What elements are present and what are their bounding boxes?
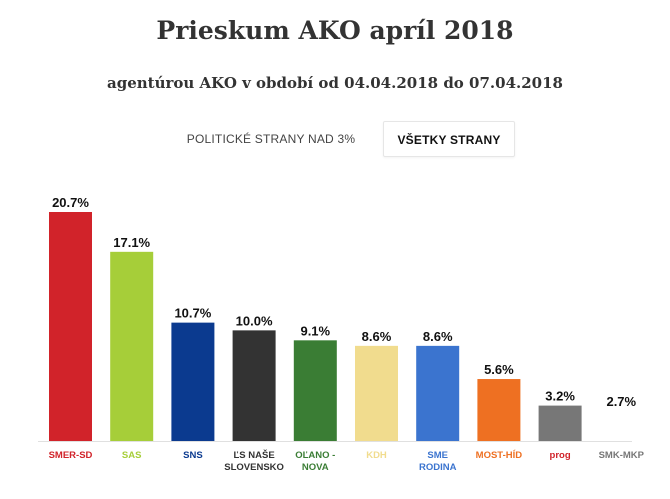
bar-6[interactable] bbox=[416, 345, 460, 441]
tab-parties-over-3-percent[interactable]: POLITICKÉ STRANY NAD 3% bbox=[186, 132, 356, 146]
bar-0[interactable] bbox=[49, 212, 92, 441]
bar-5[interactable] bbox=[355, 345, 398, 441]
bar-3[interactable] bbox=[232, 330, 276, 441]
bar-9[interactable] bbox=[599, 411, 643, 441]
category-label-3: ĽS NAŠE SLOVENSKO bbox=[224, 449, 284, 473]
category-label-7: MOST-HÍD bbox=[476, 450, 523, 461]
category-label-line: SMER-SD bbox=[49, 450, 93, 461]
category-label-line: SAS bbox=[122, 450, 142, 461]
category-label-line: MOST-HÍD bbox=[476, 450, 523, 461]
bar-value-label-2: 10.7% bbox=[174, 306, 211, 321]
category-label-line: prog bbox=[550, 450, 571, 461]
bar-2[interactable] bbox=[171, 322, 215, 441]
category-label-line: KDH bbox=[366, 450, 387, 461]
bar-7[interactable] bbox=[477, 379, 521, 441]
chart-title: Prieskum AKO apríl 2018 bbox=[156, 16, 514, 45]
bar-1[interactable] bbox=[110, 251, 154, 441]
category-label-line: SME bbox=[427, 450, 448, 461]
category-label-2: SNS bbox=[183, 450, 203, 461]
tab-all-parties[interactable]: VŠETKY STRANY bbox=[383, 121, 515, 157]
category-label-line: OĽANO - bbox=[295, 450, 335, 461]
category-label-9: SMK-MKP bbox=[599, 450, 645, 461]
bar-8[interactable] bbox=[538, 405, 582, 441]
bar-value-label-3: 10.0% bbox=[236, 313, 273, 328]
category-label-line: SMK-MKP bbox=[599, 450, 645, 461]
bar-value-label-7: 5.6% bbox=[484, 362, 514, 377]
bar-value-label-1: 17.1% bbox=[113, 235, 150, 250]
bar-value-label-5: 8.6% bbox=[362, 329, 392, 344]
category-label-1: SAS bbox=[122, 450, 142, 461]
category-label-8: prog bbox=[550, 450, 571, 461]
category-label-6: SME RODINA bbox=[419, 450, 457, 473]
bar-value-label-6: 8.6% bbox=[423, 329, 453, 344]
bar-value-label-0: 20.7% bbox=[52, 195, 89, 210]
category-label-line: RODINA bbox=[419, 462, 457, 473]
bar-value-label-4: 9.1% bbox=[300, 323, 330, 338]
category-label-0: SMER-SD bbox=[49, 450, 93, 461]
bar-value-label-9: 2.7% bbox=[606, 394, 636, 409]
category-label-line: SNS bbox=[183, 450, 203, 461]
category-label-line: ĽS NAŠE bbox=[234, 449, 275, 461]
category-label-5: KDH bbox=[366, 450, 387, 461]
chart-subtitle: agentúrou AKO v období od 04.04.2018 do … bbox=[107, 74, 563, 92]
bar-4[interactable] bbox=[293, 340, 337, 441]
category-label-4: OĽANO -NOVA bbox=[295, 450, 335, 473]
bar-value-label-8: 3.2% bbox=[545, 389, 575, 404]
category-label-line: SLOVENSKO bbox=[224, 462, 284, 473]
category-label-line: NOVA bbox=[302, 462, 329, 473]
filter-tabs: POLITICKÉ STRANY NAD 3% VŠETKY STRANY bbox=[0, 121, 670, 157]
